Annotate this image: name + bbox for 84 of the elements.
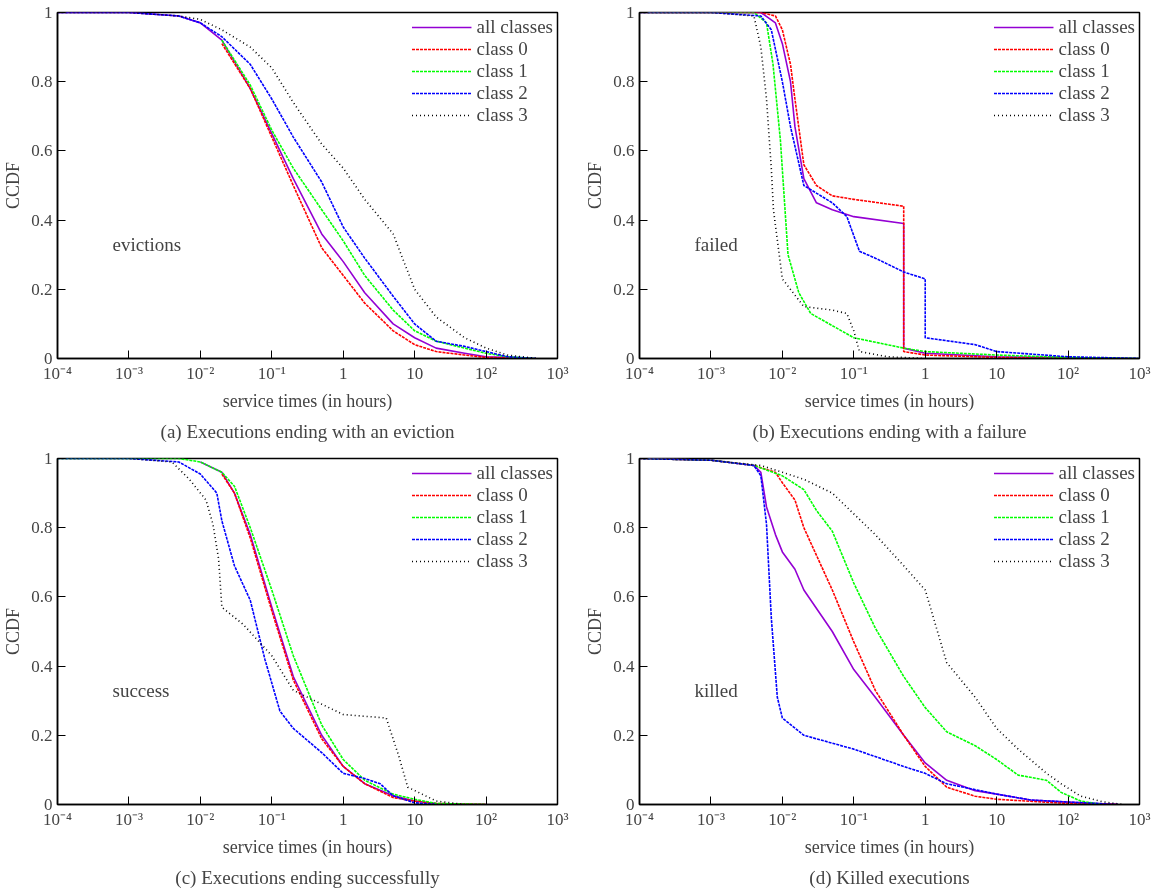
text: (d) Killed executions (809, 866, 970, 889)
legend-label: class 2 (1058, 528, 1110, 550)
x-tick-label: 10⁻³ (696, 809, 725, 829)
x-tick-label: 10⁻² (186, 809, 215, 829)
y-axis-title: CCDF (585, 607, 606, 656)
x-tick-label: 10² (475, 363, 498, 383)
legend-label: class 3 (1058, 104, 1110, 126)
x-tick-label: 10³ (1128, 363, 1151, 383)
legend-label: all classes (1058, 462, 1135, 484)
y-tick-label: 0.8 (31, 72, 53, 92)
y-tick-label: 0.8 (31, 518, 53, 538)
y-tick-label: 1 (626, 3, 635, 22)
y-axis-title: CCDF (3, 161, 24, 210)
y-tick-label: 1 (44, 3, 53, 22)
x-tick-label: 10⁻² (768, 363, 797, 383)
x-axis-title: service times (in hours) (222, 836, 393, 858)
x-axis-title: service times (in hours) (222, 390, 393, 412)
annotation: evictions (112, 233, 182, 255)
x-tick-label: 10⁻¹ (839, 363, 868, 383)
x-tick-label: 10⁻² (186, 363, 215, 383)
y-tick-label: 0.8 (613, 72, 635, 92)
x-tick-label: 10 (406, 809, 424, 829)
x-tick-label: 1 (920, 363, 930, 383)
legend-label: class 3 (476, 550, 528, 572)
y-tick-label: 0.4 (31, 210, 53, 230)
y-tick-label: 0.6 (31, 141, 53, 161)
x-tick-label: 10² (1057, 363, 1080, 383)
x-tick-label: 1 (338, 363, 348, 383)
x-tick-label: 10³ (546, 809, 569, 829)
x-tick-label: 10⁻³ (114, 363, 143, 383)
legend-label: class 1 (1058, 60, 1110, 82)
y-tick-label: 0.2 (613, 279, 635, 299)
y-tick-label: 0.2 (31, 725, 53, 745)
x-axis-title: service times (in hours) (804, 390, 975, 412)
x-tick-label: 10⁻¹ (257, 363, 286, 383)
legend-label: class 1 (1058, 506, 1110, 528)
legend-label: class 0 (1058, 484, 1110, 506)
legend-label: class 0 (1058, 38, 1110, 60)
x-tick-label: 10 (988, 363, 1006, 383)
annotation: killed (694, 679, 739, 701)
x-tick-label: 10³ (546, 363, 569, 383)
y-tick-label: 0.6 (613, 141, 635, 161)
x-tick-label: 10⁻³ (114, 809, 143, 829)
legend-label: all classes (476, 462, 553, 484)
legend-label: class 1 (476, 506, 528, 528)
y-tick-label: 0.4 (613, 210, 635, 230)
text: (a) Executions ending with an eviction (160, 420, 455, 443)
y-tick-label: 0.6 (613, 587, 635, 607)
x-tick-label: 1 (920, 809, 930, 829)
legend-label: class 2 (476, 82, 528, 104)
legend-label: class 2 (1058, 82, 1110, 104)
y-axis-title: CCDF (585, 161, 606, 210)
y-tick-label: 0.4 (613, 656, 635, 676)
annotation: success (112, 679, 170, 701)
annotation: failed (694, 233, 739, 255)
x-tick-label: 1 (338, 809, 348, 829)
x-tick-label: 10 (406, 363, 424, 383)
legend-label: class 3 (476, 104, 528, 126)
y-tick-label: 1 (626, 449, 635, 468)
text: (c) Executions ending successfully (175, 866, 441, 889)
x-tick-label: 10 (988, 809, 1006, 829)
x-tick-label: 10⁻² (768, 809, 797, 829)
y-axis-title: CCDF (3, 607, 24, 656)
y-tick-label: 1 (44, 449, 53, 468)
y-tick-label: 0.4 (31, 656, 53, 676)
x-tick-label: 10² (475, 809, 498, 829)
legend-label: class 0 (476, 38, 528, 60)
y-tick-label: 0.8 (613, 518, 635, 538)
x-axis-title: service times (in hours) (804, 836, 975, 858)
y-tick-label: 0.6 (31, 587, 53, 607)
x-tick-label: 10⁻¹ (257, 809, 286, 829)
y-tick-label: 0.2 (31, 279, 53, 299)
legend-label: class 0 (476, 484, 528, 506)
y-tick-label: 0.2 (613, 725, 635, 745)
x-tick-label: 10² (1057, 809, 1080, 829)
x-tick-label: 10⁻³ (696, 363, 725, 383)
legend-label: all classes (1058, 16, 1135, 38)
legend-label: class 2 (476, 528, 528, 550)
legend-label: class 1 (476, 60, 528, 82)
x-tick-label: 10³ (1128, 809, 1151, 829)
text: (b) Executions ending with a failure (752, 420, 1027, 443)
legend-label: class 3 (1058, 550, 1110, 572)
legend-label: all classes (476, 16, 553, 38)
x-tick-label: 10⁻¹ (839, 809, 868, 829)
